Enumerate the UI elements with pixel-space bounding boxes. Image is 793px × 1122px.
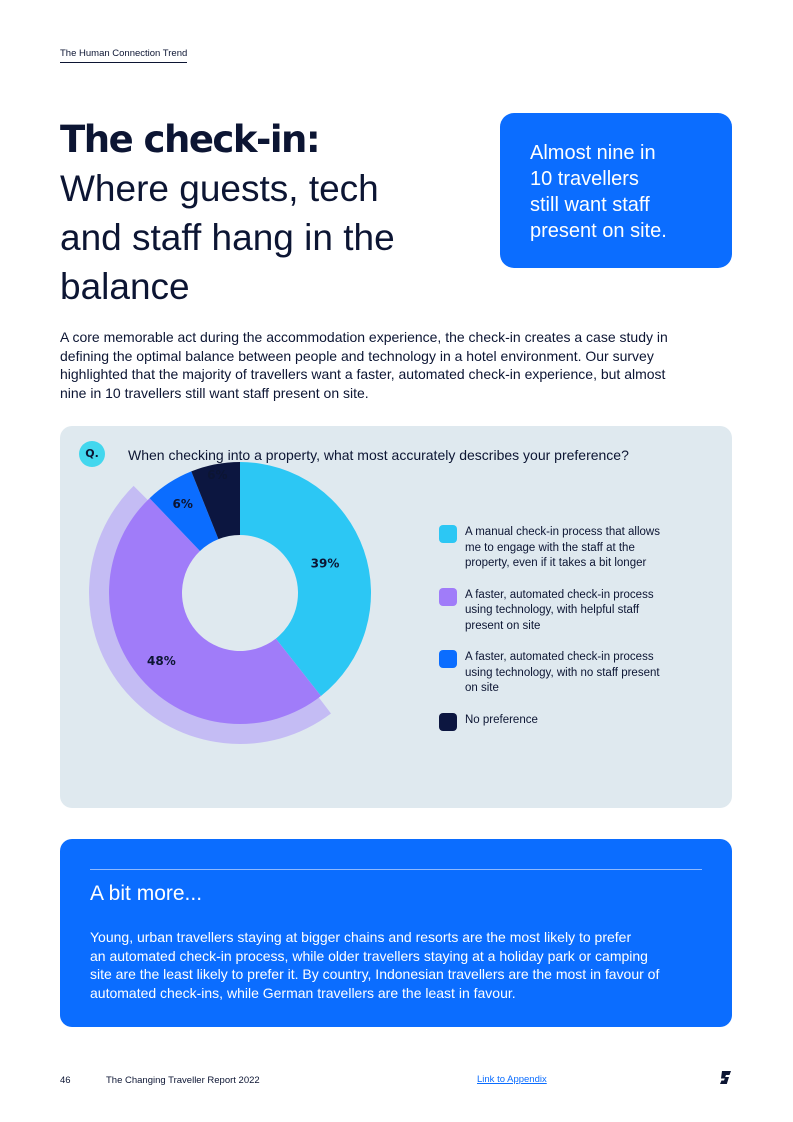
more-title: A bit more...	[90, 882, 203, 905]
callout-line: Almost nine in	[530, 142, 656, 164]
label-no-preference: 6%	[207, 468, 227, 482]
slice-no-preference	[191, 462, 240, 540]
donut-chart: 39% 48% 6% 6%	[88, 462, 371, 744]
chart-legend: A manual check-in process that allows me…	[439, 525, 709, 731]
legend-line: using technology, with no staff present	[465, 666, 660, 679]
question-text: When checking into a property, what most…	[128, 447, 629, 463]
more-line: automated check-ins, while German travel…	[90, 985, 516, 1002]
divider	[90, 869, 702, 870]
highlight-ring	[88, 485, 331, 744]
legend-line: me to engage with the staff at the	[465, 541, 635, 554]
legend-item: A faster, automated check-in process usi…	[439, 650, 709, 697]
callout-line: present on site.	[530, 220, 667, 242]
legend-swatch-automated-no-staff	[439, 650, 457, 668]
callout-line: still want staff	[530, 194, 650, 216]
title-line: balance	[60, 266, 190, 307]
legend-item: A faster, automated check-in process usi…	[439, 587, 709, 635]
more-line: an automated check-in process, while old…	[90, 947, 648, 964]
more-body: Young, urban travellers staying at bigge…	[90, 928, 705, 1003]
question-badge: Q.	[79, 441, 105, 467]
legend-line: A faster, automated check-in process	[465, 651, 654, 663]
label-automated-no-staff: 6%	[173, 497, 193, 511]
legend-line: present on site	[465, 619, 541, 632]
intro-line: A core memorable act during the accommod…	[60, 329, 668, 345]
legend-item: A manual check-in process that allows me…	[439, 525, 709, 572]
intro-paragraph: A core memorable act during the accommod…	[60, 328, 732, 402]
page-title: The check-in: Where guests, tech and sta…	[60, 116, 480, 311]
slice-automated-no-staff	[149, 471, 219, 552]
brand-logo-icon	[720, 1071, 731, 1084]
legend-line: A manual check-in process that allows	[465, 526, 660, 538]
legend-swatch-no-preference	[439, 712, 457, 731]
title-line: Where guests, tech	[60, 168, 379, 209]
more-line: Young, urban travellers staying at bigge…	[90, 929, 632, 945]
legend-item: No preference	[439, 712, 709, 731]
section-label: The Human Connection Trend	[60, 48, 188, 63]
legend-line: A faster, automated check-in process	[465, 588, 654, 601]
legend-line: property, even if it takes a bit longer	[465, 557, 647, 569]
more-line: site are the least likely to prefer it. …	[90, 966, 660, 983]
report-title: The Changing Traveller Report 2022	[106, 1075, 260, 1086]
slice-automated-with-staff	[108, 498, 321, 724]
page-number: 46	[60, 1075, 71, 1086]
label-automated-with-staff: 48%	[147, 654, 176, 668]
legend-line: No preference	[465, 713, 538, 726]
highlight-callout: Almost nine in 10 travellers still want …	[500, 113, 732, 268]
title-line: and staff hang in the	[60, 217, 395, 258]
more-info-box: A bit more... Young, urban travellers st…	[60, 839, 732, 1027]
callout-line: 10 travellers	[530, 168, 639, 190]
chart-panel: Q. When checking into a property, what m…	[60, 426, 732, 808]
legend-line: using technology, with helpful staff	[465, 604, 640, 616]
appendix-link[interactable]: Link to Appendix	[477, 1074, 547, 1085]
legend-swatch-automated-with-staff	[439, 587, 457, 606]
intro-line: highlighted that the majority of travell…	[60, 366, 666, 382]
intro-line: defining the optimal balance between peo…	[60, 347, 654, 364]
title-bold: The check-in:	[60, 118, 321, 161]
label-manual: 39%	[311, 557, 340, 571]
legend-line: on site	[465, 682, 499, 694]
slice-manual	[240, 462, 371, 696]
legend-swatch-manual	[439, 525, 457, 543]
intro-line: nine in 10 travellers still want staff p…	[60, 384, 369, 401]
